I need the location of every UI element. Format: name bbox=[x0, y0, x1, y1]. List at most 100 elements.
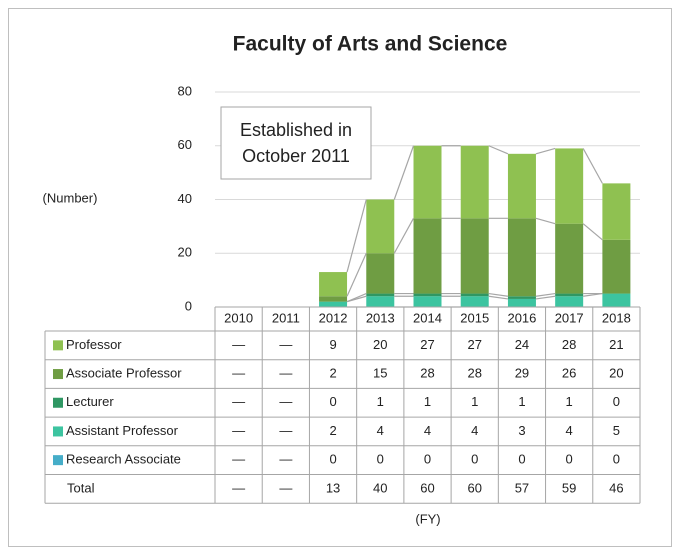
y-tick-label: 40 bbox=[178, 191, 192, 206]
bar-segment bbox=[413, 145, 442, 219]
legend-swatch bbox=[53, 369, 63, 380]
series-connector bbox=[535, 147, 556, 155]
x-axis-label: (FY) bbox=[415, 511, 440, 526]
series-connector bbox=[535, 295, 556, 300]
table-value: 60 bbox=[420, 480, 434, 495]
x-tick-label: 2017 bbox=[555, 310, 584, 325]
bar-segment bbox=[602, 239, 631, 294]
series-connector bbox=[488, 145, 509, 155]
table-value: 60 bbox=[467, 480, 481, 495]
table-value: 4 bbox=[566, 423, 573, 438]
bar-segment bbox=[413, 293, 442, 297]
table-value: 46 bbox=[609, 480, 623, 495]
bar-segment bbox=[507, 296, 536, 299]
table-value: 28 bbox=[562, 337, 576, 352]
table-value: 1 bbox=[377, 394, 384, 409]
table-value: — bbox=[279, 423, 292, 438]
y-tick-label: 0 bbox=[185, 298, 192, 313]
series-connector bbox=[488, 295, 509, 300]
table-value: 0 bbox=[329, 452, 336, 467]
table-value: 0 bbox=[613, 452, 620, 467]
x-tick-label: 2018 bbox=[602, 310, 631, 325]
table-value: 26 bbox=[562, 365, 576, 380]
table-value: 5 bbox=[613, 423, 620, 438]
x-tick-label: 2016 bbox=[507, 310, 536, 325]
series-connector bbox=[346, 199, 367, 273]
bar-segment bbox=[366, 199, 395, 254]
bar-segment bbox=[460, 293, 489, 297]
legend-swatch bbox=[53, 426, 63, 437]
bar-segment bbox=[413, 218, 442, 294]
table-value: 4 bbox=[424, 423, 431, 438]
bar-segment bbox=[507, 153, 536, 219]
legend-label: Professor bbox=[66, 337, 122, 352]
table-value: 1 bbox=[518, 394, 525, 409]
table-value: 0 bbox=[329, 394, 336, 409]
table-value: 4 bbox=[377, 423, 384, 438]
table-value: — bbox=[279, 452, 292, 467]
table-value: 20 bbox=[373, 337, 387, 352]
table-value: 0 bbox=[377, 452, 384, 467]
series-connector bbox=[346, 293, 367, 303]
series-connector bbox=[488, 292, 509, 297]
legend-label: Assistant Professor bbox=[66, 423, 179, 438]
table-value: 20 bbox=[609, 365, 623, 380]
y-axis-label: (Number) bbox=[43, 190, 98, 205]
series-connector bbox=[535, 292, 556, 297]
table-value: 1 bbox=[566, 394, 573, 409]
table-value: 24 bbox=[515, 337, 529, 352]
table-value: — bbox=[232, 394, 245, 409]
table-value: 2 bbox=[329, 365, 336, 380]
bar-segment bbox=[319, 301, 348, 307]
annotation: October 2011 bbox=[242, 146, 350, 166]
table-value: 0 bbox=[424, 452, 431, 467]
table-value: — bbox=[279, 394, 292, 409]
chart-title: Faculty of Arts and Science bbox=[233, 33, 508, 56]
x-tick-label: 2012 bbox=[319, 310, 348, 325]
series-connector bbox=[582, 223, 603, 241]
table-value: 0 bbox=[613, 394, 620, 409]
table-value: 40 bbox=[373, 480, 387, 495]
bar-segment bbox=[507, 218, 536, 297]
table-value: — bbox=[232, 423, 245, 438]
x-tick-label: 2010 bbox=[224, 310, 253, 325]
bar-segment bbox=[555, 296, 584, 307]
table-value: 0 bbox=[518, 452, 525, 467]
bar-segment bbox=[366, 293, 395, 297]
legend-swatch bbox=[53, 397, 63, 408]
series-connector bbox=[582, 148, 603, 184]
x-tick-label: 2014 bbox=[413, 310, 442, 325]
table-value: 2 bbox=[329, 423, 336, 438]
x-tick-label: 2011 bbox=[272, 310, 300, 325]
series-connector bbox=[393, 218, 415, 254]
annotation-box bbox=[220, 106, 372, 180]
table-value: 29 bbox=[515, 365, 529, 380]
y-tick-label: 60 bbox=[178, 137, 192, 152]
bar-segment bbox=[507, 298, 536, 307]
table-value: 1 bbox=[471, 394, 478, 409]
series-connector bbox=[393, 145, 415, 200]
table-value: — bbox=[279, 365, 292, 380]
bar-segment bbox=[460, 218, 489, 294]
bar-segment bbox=[366, 253, 395, 294]
table-value: 0 bbox=[471, 452, 478, 467]
bar-segment bbox=[460, 145, 489, 219]
bar-segment bbox=[319, 272, 348, 297]
bar-segment bbox=[413, 296, 442, 307]
row-label: Total bbox=[67, 480, 95, 495]
legend-label: Associate Professor bbox=[66, 365, 182, 380]
table-value: 9 bbox=[329, 337, 336, 352]
bar-segment bbox=[319, 296, 348, 302]
annotation: Established in bbox=[240, 120, 352, 140]
y-tick-label: 80 bbox=[178, 83, 192, 98]
bar-segment bbox=[602, 293, 631, 307]
series-connector bbox=[535, 217, 556, 225]
table-value: 21 bbox=[609, 337, 623, 352]
table-value: — bbox=[232, 337, 245, 352]
x-tick-label: 2013 bbox=[366, 310, 395, 325]
bar-segment bbox=[555, 293, 584, 297]
table-value: — bbox=[232, 365, 245, 380]
bar-segment bbox=[555, 148, 584, 224]
table-value: — bbox=[279, 337, 292, 352]
